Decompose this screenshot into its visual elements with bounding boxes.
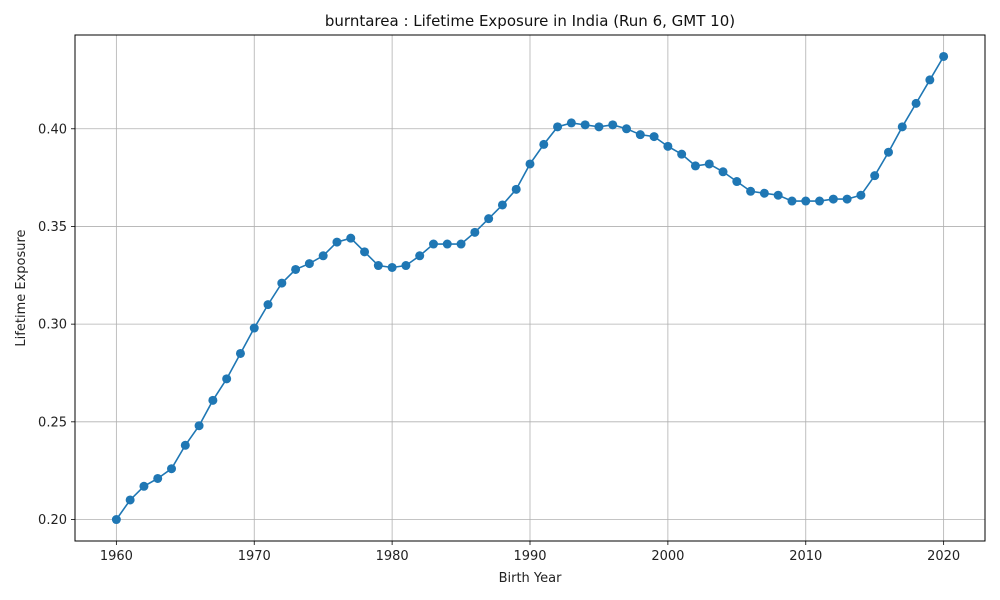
data-point [194, 421, 204, 431]
data-point [883, 147, 893, 157]
data-point [511, 184, 521, 194]
x-axis-label: Birth Year [499, 571, 563, 586]
data-point [746, 186, 756, 196]
data-point [566, 118, 576, 128]
data-point [360, 247, 370, 257]
data-point [373, 261, 383, 271]
data-point [580, 120, 590, 130]
chart-title: burntarea : Lifetime Exposure in India (… [325, 12, 735, 30]
data-point [635, 130, 645, 140]
data-point [594, 122, 604, 132]
data-point [484, 214, 494, 224]
data-point [911, 98, 921, 108]
y-tick-label: 0.40 [38, 122, 67, 137]
data-point [622, 124, 632, 134]
data-point [153, 473, 163, 483]
data-point [677, 149, 687, 159]
data-point [732, 177, 742, 187]
data-series [111, 51, 949, 525]
x-tick-label: 2010 [789, 549, 822, 564]
data-point [939, 51, 949, 61]
data-point [415, 251, 425, 261]
data-point [801, 196, 811, 206]
y-tick-label: 0.35 [38, 220, 67, 235]
data-point [773, 190, 783, 200]
data-point [525, 159, 535, 169]
data-point [125, 495, 135, 505]
data-point [539, 139, 549, 149]
x-tick-label: 1970 [238, 549, 271, 564]
y-tick-label: 0.25 [38, 415, 67, 430]
x-tick-label: 2000 [651, 549, 684, 564]
data-point [704, 159, 714, 169]
data-point [608, 120, 618, 130]
data-point [428, 239, 438, 249]
data-point [180, 440, 190, 450]
y-tick-label: 0.20 [38, 513, 67, 528]
data-point [663, 141, 673, 151]
y-tick-label: 0.30 [38, 318, 67, 333]
data-point [553, 122, 563, 132]
data-point [842, 194, 852, 204]
x-tick-label: 2020 [927, 549, 960, 564]
data-point [235, 348, 245, 358]
data-point [925, 75, 935, 85]
data-point [139, 481, 149, 491]
y-axis-ticks: 0.20 0.25 0.30 0.35 0.40 [38, 122, 75, 528]
data-point [442, 239, 452, 249]
data-point [332, 237, 342, 247]
data-point [263, 300, 273, 310]
data-point [387, 262, 397, 272]
data-point [787, 196, 797, 206]
data-point [690, 161, 700, 171]
data-point [304, 259, 314, 269]
data-point [277, 278, 287, 288]
data-point [291, 264, 301, 274]
x-tick-label: 1980 [376, 549, 409, 564]
data-point [649, 132, 659, 142]
data-point [111, 515, 121, 525]
data-point [897, 122, 907, 132]
data-point [401, 261, 411, 271]
grid-lines [75, 35, 985, 541]
data-point [828, 194, 838, 204]
x-axis-ticks: 1960 1970 1980 1990 2000 2010 2020 [100, 541, 960, 564]
data-point [718, 167, 728, 177]
data-point [815, 196, 825, 206]
y-axis-label: Lifetime Exposure [14, 229, 29, 346]
data-point [870, 171, 880, 181]
data-point [759, 188, 769, 198]
data-point [167, 464, 177, 474]
data-point [470, 227, 480, 237]
x-tick-label: 1960 [100, 549, 133, 564]
data-point [249, 323, 259, 333]
data-point [222, 374, 232, 384]
data-point [346, 233, 356, 243]
data-point [856, 190, 866, 200]
x-tick-label: 1990 [513, 549, 546, 564]
data-point [318, 251, 328, 261]
data-point [456, 239, 466, 249]
data-point [497, 200, 507, 210]
data-point [208, 395, 218, 405]
